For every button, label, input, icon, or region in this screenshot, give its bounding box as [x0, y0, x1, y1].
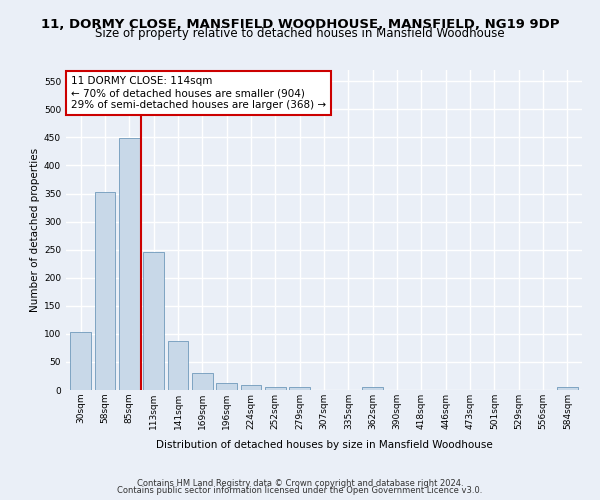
Bar	[70, 332, 91, 390]
Bar	[265, 387, 286, 390]
Bar	[119, 138, 140, 390]
X-axis label: Distribution of detached houses by size in Mansfield Woodhouse: Distribution of detached houses by size …	[155, 440, 493, 450]
Bar	[557, 387, 578, 390]
Text: Contains HM Land Registry data © Crown copyright and database right 2024.: Contains HM Land Registry data © Crown c…	[137, 478, 463, 488]
Bar	[143, 252, 164, 390]
Y-axis label: Number of detached properties: Number of detached properties	[30, 148, 40, 312]
Bar	[289, 387, 310, 390]
Text: 11 DORMY CLOSE: 114sqm
← 70% of detached houses are smaller (904)
29% of semi-de: 11 DORMY CLOSE: 114sqm ← 70% of detached…	[71, 76, 326, 110]
Bar	[216, 382, 237, 390]
Bar	[241, 385, 262, 390]
Text: Contains public sector information licensed under the Open Government Licence v3: Contains public sector information licen…	[118, 486, 482, 495]
Bar	[167, 340, 188, 390]
Text: 11, DORMY CLOSE, MANSFIELD WOODHOUSE, MANSFIELD, NG19 9DP: 11, DORMY CLOSE, MANSFIELD WOODHOUSE, MA…	[41, 18, 559, 30]
Bar	[362, 387, 383, 390]
Bar	[95, 192, 115, 390]
Text: Size of property relative to detached houses in Mansfield Woodhouse: Size of property relative to detached ho…	[95, 28, 505, 40]
Bar	[192, 373, 212, 390]
